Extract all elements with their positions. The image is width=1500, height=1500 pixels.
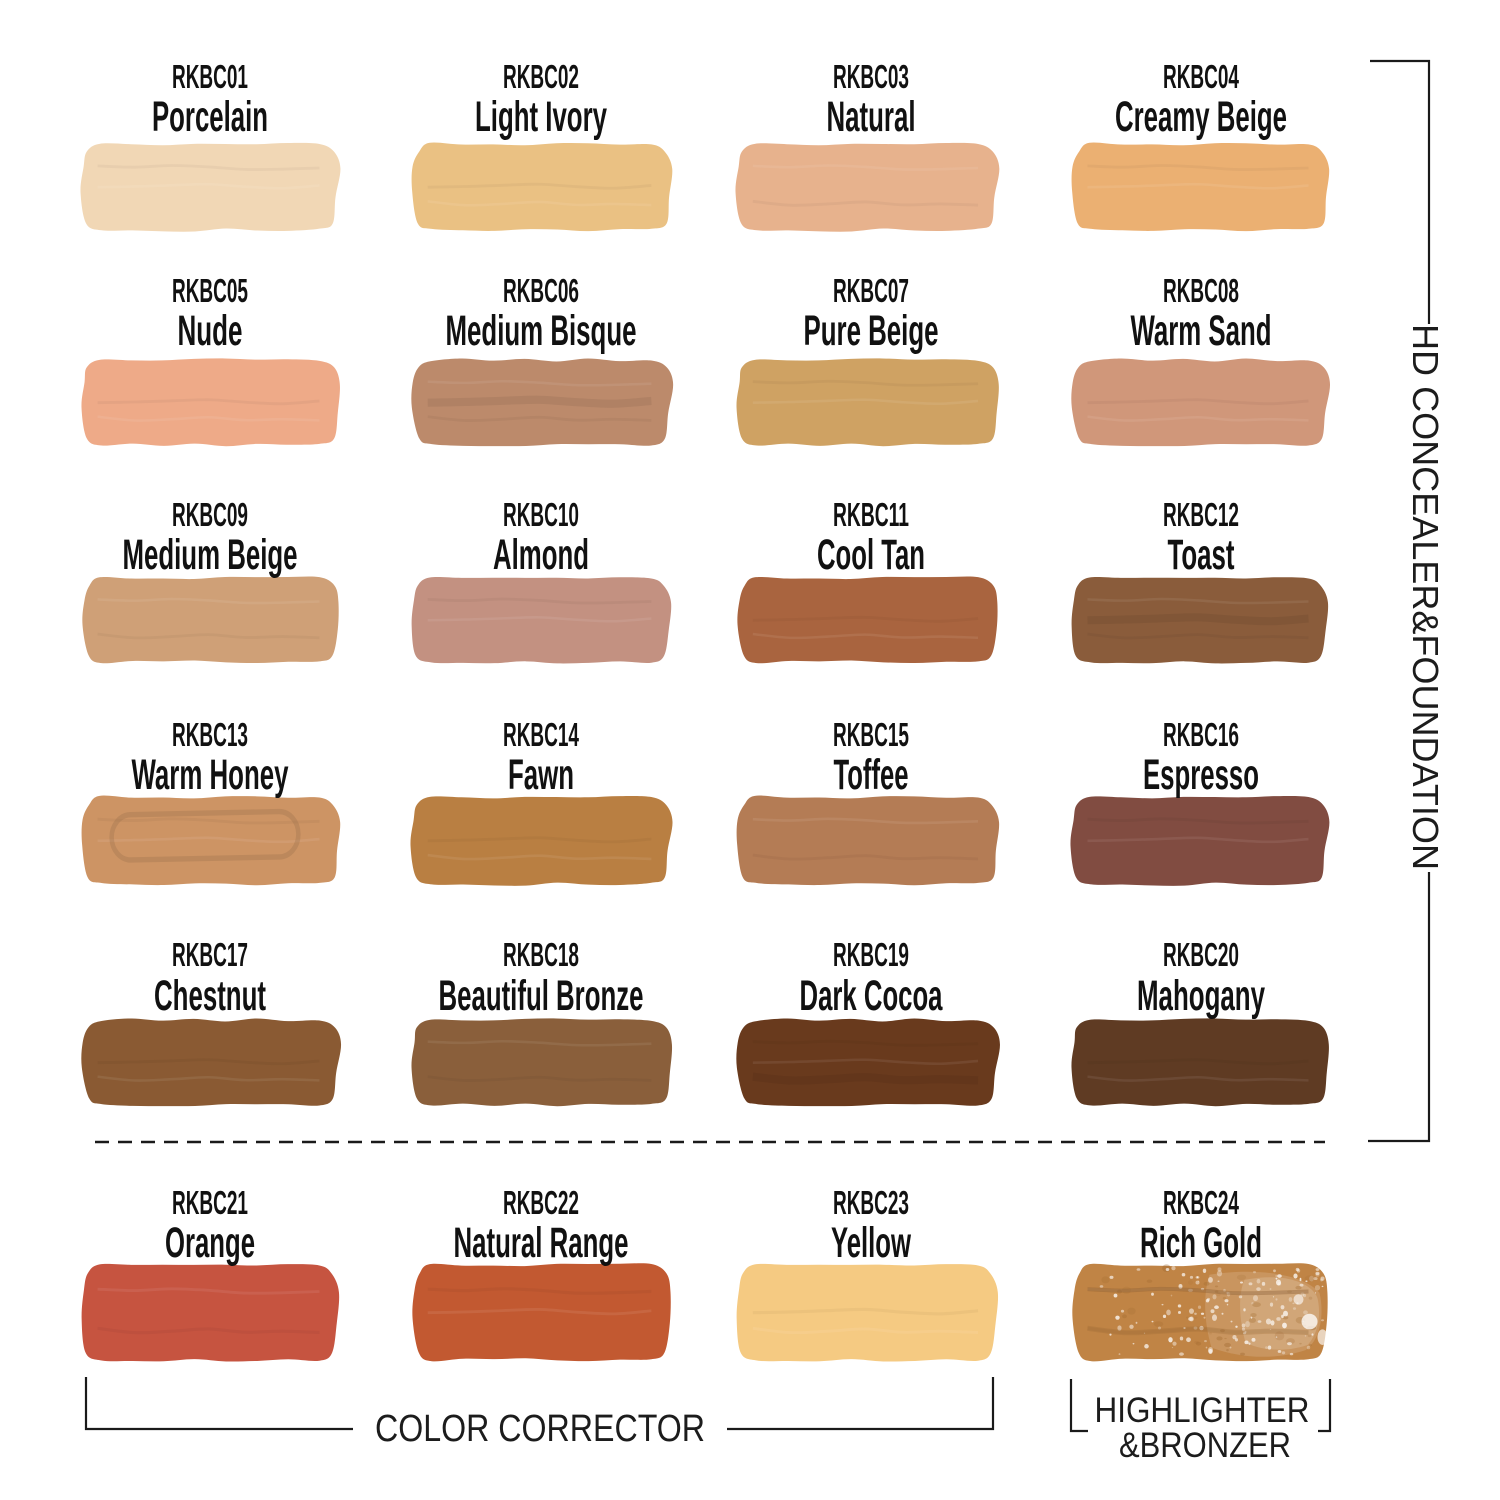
svg-text:HD CONCEALER&FOUNDATION: HD CONCEALER&FOUNDATION [1405,324,1446,870]
svg-text:RKBC08: RKBC08 [1163,272,1239,309]
svg-text:RKBC11: RKBC11 [833,496,909,533]
svg-text:&BRONZER: &BRONZER [1119,1426,1291,1465]
svg-text:Warm Sand: Warm Sand [1131,307,1272,355]
svg-text:RKBC10: RKBC10 [503,496,579,533]
svg-text:RKBC17: RKBC17 [172,936,248,973]
svg-text:Fawn: Fawn [508,751,574,799]
svg-text:Medium Bisque: Medium Bisque [446,307,637,355]
svg-text:Medium Beige: Medium Beige [123,531,298,579]
svg-text:RKBC06: RKBC06 [503,272,579,309]
svg-text:COLOR CORRECTOR: COLOR CORRECTOR [375,1408,705,1450]
svg-text:RKBC12: RKBC12 [1163,496,1239,533]
svg-text:RKBC04: RKBC04 [1163,58,1239,95]
svg-text:RKBC13: RKBC13 [172,716,248,753]
svg-text:Chestnut: Chestnut [154,972,266,1020]
svg-text:Dark Cocoa: Dark Cocoa [800,972,944,1020]
svg-text:Cool Tan: Cool Tan [817,531,925,579]
svg-text:Almond: Almond [493,531,589,579]
svg-text:Natural: Natural [827,93,916,141]
svg-text:Beautiful Bronze: Beautiful Bronze [439,972,644,1020]
svg-text:Creamy Beige: Creamy Beige [1115,93,1287,141]
svg-text:RKBC02: RKBC02 [503,58,579,95]
svg-text:Toffee: Toffee [834,751,909,799]
svg-text:Orange: Orange [165,1219,255,1267]
svg-text:RKBC05: RKBC05 [172,272,248,309]
svg-text:RKBC16: RKBC16 [1163,716,1239,753]
svg-text:RKBC22: RKBC22 [503,1184,579,1221]
svg-text:Light Ivory: Light Ivory [475,93,607,141]
svg-text:RKBC21: RKBC21 [172,1184,248,1221]
svg-text:RKBC19: RKBC19 [833,936,909,973]
svg-text:Toast: Toast [1168,531,1235,579]
svg-text:Pure Beige: Pure Beige [804,307,939,355]
svg-text:RKBC14: RKBC14 [503,716,579,753]
svg-text:HIGHLIGHTER: HIGHLIGHTER [1095,1391,1310,1430]
svg-text:RKBC09: RKBC09 [172,496,248,533]
svg-text:Warm Honey: Warm Honey [132,751,289,799]
svg-text:Porcelain: Porcelain [152,93,268,141]
svg-text:Espresso: Espresso [1143,751,1259,799]
svg-text:Nude: Nude [178,307,243,355]
svg-text:RKBC24: RKBC24 [1163,1184,1239,1221]
svg-text:RKBC01: RKBC01 [172,58,248,95]
svg-text:Mahogany: Mahogany [1137,972,1265,1020]
svg-text:Natural Range: Natural Range [454,1219,629,1267]
svg-text:RKBC15: RKBC15 [833,716,909,753]
svg-text:RKBC23: RKBC23 [833,1184,909,1221]
svg-text:RKBC07: RKBC07 [833,272,909,309]
svg-text:RKBC03: RKBC03 [833,58,909,95]
svg-text:RKBC20: RKBC20 [1163,936,1239,973]
svg-text:RKBC18: RKBC18 [503,936,579,973]
svg-text:Yellow: Yellow [831,1219,911,1267]
svg-text:Rich Gold: Rich Gold [1140,1219,1262,1267]
